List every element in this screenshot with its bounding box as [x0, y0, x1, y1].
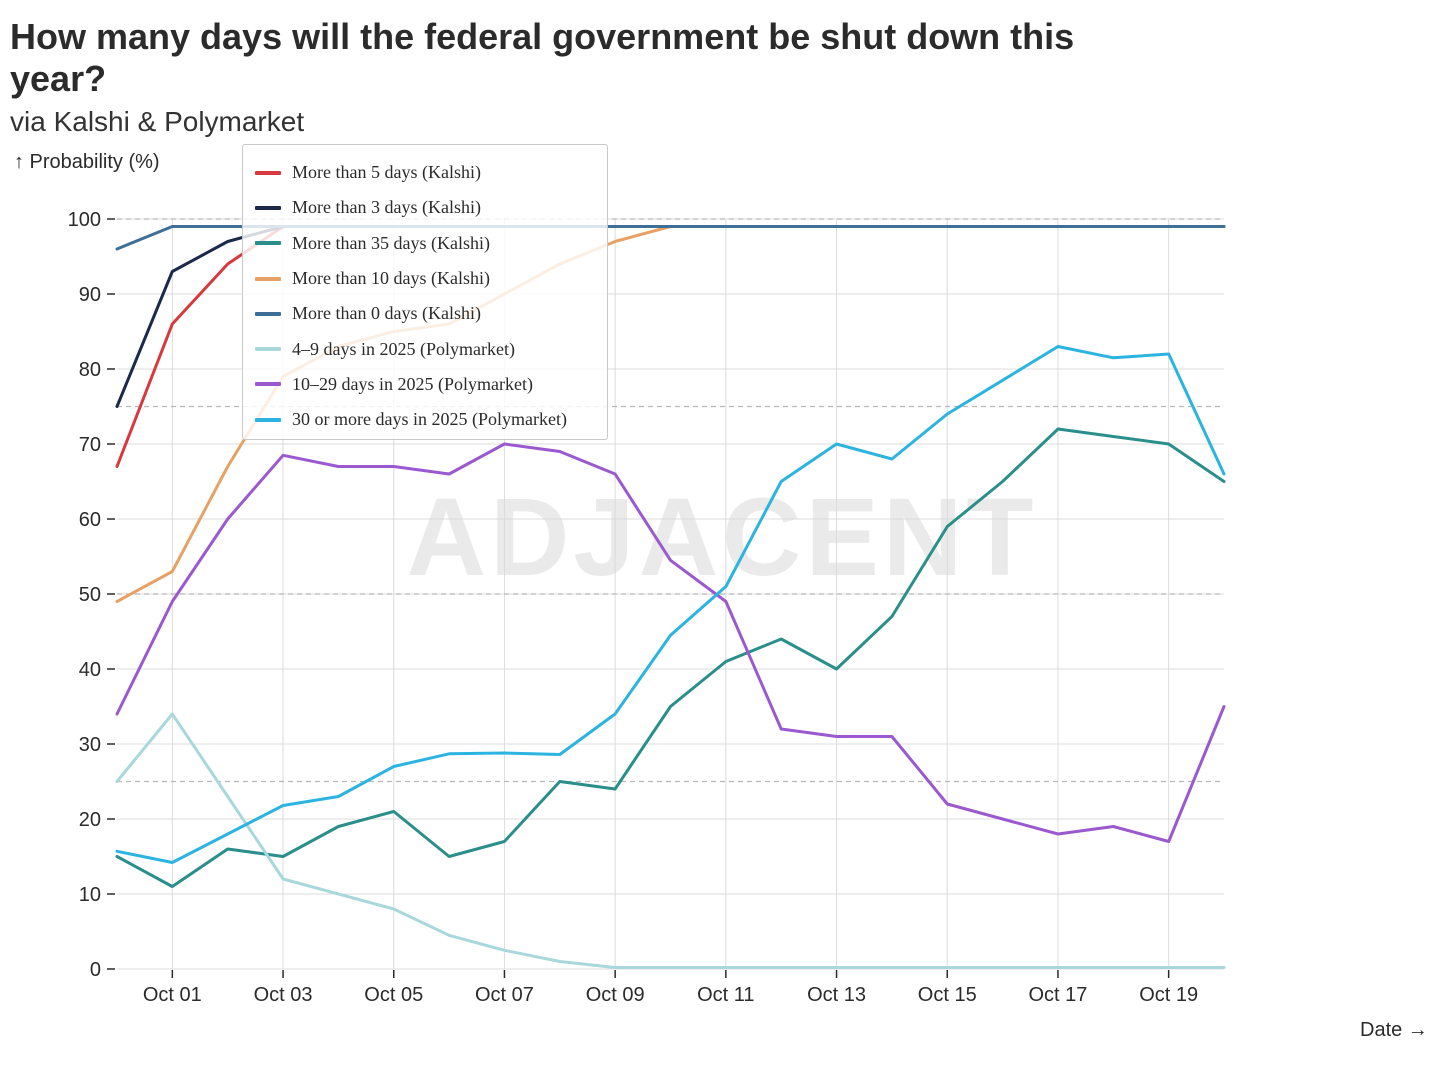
legend-label: More than 3 days (Kalshi) — [292, 197, 481, 218]
x-tick-label: Oct 11 — [697, 984, 754, 1006]
legend-swatch — [255, 311, 281, 316]
x-tick-label: Oct 13 — [807, 984, 866, 1006]
legend-item: 30 or more days in 2025 (Polymarket) — [255, 402, 607, 437]
series-line-2 — [115, 427, 1226, 888]
legend-item: More than 3 days (Kalshi) — [255, 190, 607, 225]
y-tick-label: 20 — [79, 809, 101, 831]
legend-swatch — [255, 205, 281, 210]
legend-label: 4–9 days in 2025 (Polymarket) — [292, 338, 515, 359]
legend-item: More than 0 days (Kalshi) — [255, 296, 607, 331]
legend-label: 10–29 days in 2025 (Polymarket) — [292, 373, 533, 394]
legend-item: More than 5 days (Kalshi) — [255, 155, 607, 190]
y-tick-label: 70 — [79, 434, 101, 456]
x-axis-title: Date → — [1360, 1019, 1428, 1041]
y-tick-label: 90 — [79, 284, 101, 306]
y-axis: 0 10 20 30 40 50 60 70 80 90 100 — [68, 209, 115, 981]
legend-label: More than 5 days (Kalshi) — [292, 162, 481, 183]
y-axis-title: ↑ Probability (%) — [14, 151, 160, 173]
y-tick-label: 10 — [79, 884, 101, 906]
y-tick-label: 50 — [79, 584, 101, 606]
legend: More than 5 days (Kalshi) More than 3 day… — [242, 144, 608, 440]
y-tick-label: 30 — [79, 734, 101, 756]
legend-item: 4–9 days in 2025 (Polymarket) — [255, 331, 607, 366]
chart-title: How many days will the federal governmen… — [10, 16, 1075, 99]
legend-item: 10–29 days in 2025 (Polymarket) — [255, 367, 607, 402]
x-axis: Oct 01 Oct 03 Oct 05 Oct 07 Oct 09 Oct 11 Oct … — [143, 970, 1198, 1006]
x-tick-label: Oct 17 — [1028, 984, 1087, 1006]
y-tick-label: 0 — [90, 959, 101, 981]
x-tick-label: Oct 19 — [1139, 984, 1198, 1006]
series-line-5 — [115, 712, 1226, 969]
legend-swatch — [255, 382, 281, 387]
x-tick-label: Oct 01 — [143, 984, 202, 1006]
legend-label: More than 35 days (Kalshi) — [292, 232, 490, 253]
x-tick-label: Oct 09 — [586, 984, 645, 1006]
x-tick-label: Oct 07 — [475, 984, 534, 1006]
y-tick-label: 100 — [68, 209, 101, 231]
legend-swatch — [255, 276, 281, 281]
legend-item: More than 10 days (Kalshi) — [255, 261, 607, 296]
series-line-6 — [115, 442, 1226, 843]
legend-swatch — [255, 347, 281, 352]
legend-swatch — [255, 417, 281, 422]
legend-label: More than 10 days (Kalshi) — [292, 268, 490, 289]
x-tick-label: Oct 15 — [918, 984, 977, 1006]
y-tick-label: 60 — [79, 509, 101, 531]
watermark: ADJACENT — [407, 476, 1038, 599]
legend-label: More than 0 days (Kalshi) — [292, 303, 481, 324]
legend-label: 30 or more days in 2025 (Polymarket) — [292, 409, 567, 430]
y-tick-label: 40 — [79, 659, 101, 681]
y-tick-label: 80 — [79, 359, 101, 381]
x-tick-label: Oct 03 — [254, 984, 313, 1006]
chart-subtitle: via Kalshi & Polymarket — [10, 106, 305, 137]
x-tick-label: Oct 05 — [364, 984, 423, 1006]
legend-item: More than 35 days (Kalshi) — [255, 226, 607, 261]
legend-swatch — [255, 170, 281, 175]
series-line-7 — [115, 345, 1226, 864]
legend-swatch — [255, 241, 281, 246]
